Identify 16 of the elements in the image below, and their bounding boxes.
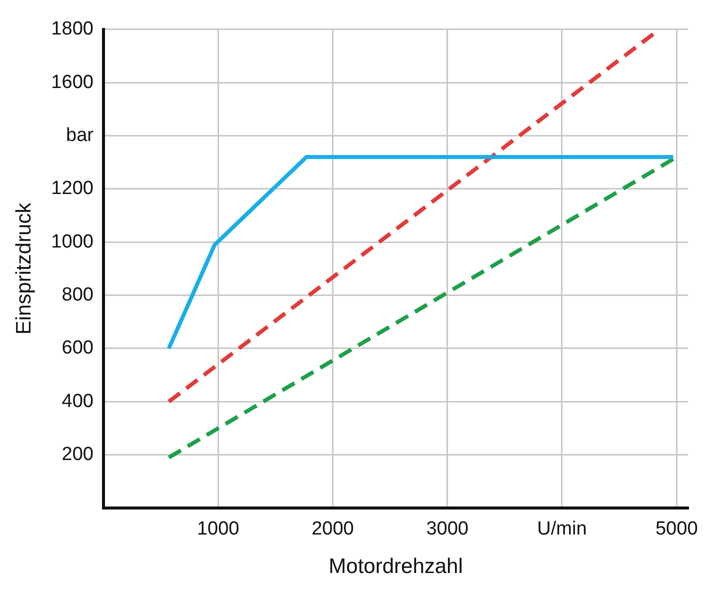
y-tick-label: 200 [62,444,94,466]
y-axis-title: Einspritzdruck [12,202,36,335]
x-tick-label: 3000 [426,518,469,540]
y-tick-label: 800 [62,284,94,306]
y-tick-label: 600 [62,338,94,359]
x-tick-label: 2000 [312,518,354,540]
x-axis-title: Motordrehzahl [328,555,463,578]
y-tick-label: 1200 [51,178,94,200]
x-tick-label: U/min [537,518,587,540]
x-tick-label: 1000 [196,518,240,540]
x-tick-label: 5000 [655,518,698,540]
y-tick-label: 1800 [51,18,94,40]
y-tick-label: bar [66,124,94,146]
y-tick-label: 1000 [51,231,94,252]
y-tick-label: 400 [62,390,94,412]
y-tick-label: 1600 [51,72,94,93]
